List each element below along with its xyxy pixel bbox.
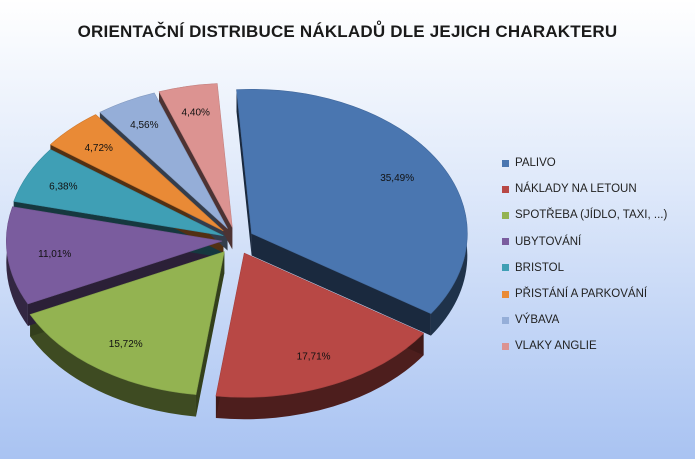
legend-swatch bbox=[502, 316, 509, 324]
legend-swatch bbox=[502, 211, 509, 219]
legend: PALIVO NÁKLADY NA LETOUN SPOTŘEBA (JÍDLO, … bbox=[502, 150, 692, 360]
legend-swatch bbox=[502, 342, 509, 350]
chart-title: ORIENTAČNÍ DISTRIBUCE NÁKLADŮ DLE JEJICH… bbox=[77, 22, 618, 41]
slice-4 bbox=[13, 149, 224, 236]
slice-label-4: 6,38% bbox=[49, 181, 77, 192]
slice-1 bbox=[215, 252, 425, 398]
legend-label: PALIVO bbox=[515, 157, 556, 170]
slice-label-7: 4,40% bbox=[182, 108, 210, 119]
legend-label: SPOTŘEBA (JÍDLO, TAXI, ...) bbox=[515, 209, 668, 222]
legend-item-1: NÁKLADY NA LETOUN bbox=[502, 176, 692, 202]
legend-item-3: UBYTOVÁNÍ bbox=[502, 229, 692, 255]
legend-swatch bbox=[502, 185, 509, 193]
legend-item-2: SPOTŘEBA (JÍDLO, TAXI, ...) bbox=[502, 202, 692, 228]
legend-item-4: BRISTOL bbox=[502, 255, 692, 281]
legend-swatch bbox=[502, 238, 509, 246]
slice-7 bbox=[158, 83, 233, 228]
legend-label: VLAKY ANGLIE bbox=[515, 340, 597, 353]
legend-swatch bbox=[502, 159, 509, 167]
legend-label: UBYTOVÁNÍ bbox=[515, 235, 582, 248]
slice-label-5: 4,72% bbox=[85, 143, 113, 154]
legend-label: PŘISTÁNÍ A PARKOVÁNÍ bbox=[515, 288, 648, 301]
legend-label: VÝBAVA bbox=[515, 314, 560, 327]
legend-item-6: VÝBAVA bbox=[502, 307, 692, 333]
slice-0 bbox=[236, 89, 468, 314]
legend-item-5: PŘISTÁNÍ A PARKOVÁNÍ bbox=[502, 281, 692, 307]
slice-6 bbox=[99, 92, 228, 229]
legend-item-0: PALIVO bbox=[502, 150, 692, 176]
slice-label-3: 11,01% bbox=[38, 249, 71, 260]
legend-item-7: VLAKY ANGLIE bbox=[502, 333, 692, 359]
legend-label: BRISTOL bbox=[515, 261, 564, 274]
legend-swatch bbox=[502, 264, 509, 272]
slice-label-0: 35,49% bbox=[380, 173, 414, 184]
slice-2 bbox=[29, 251, 225, 395]
slice-label-6: 4,56% bbox=[130, 120, 158, 131]
legend-label: NÁKLADY NA LETOUN bbox=[515, 183, 637, 196]
slice-label-2: 15,72% bbox=[109, 339, 143, 350]
slice-5 bbox=[49, 114, 224, 232]
slice-3 bbox=[6, 206, 223, 305]
legend-swatch bbox=[502, 290, 509, 298]
slice-label-1: 17,71% bbox=[297, 352, 331, 363]
